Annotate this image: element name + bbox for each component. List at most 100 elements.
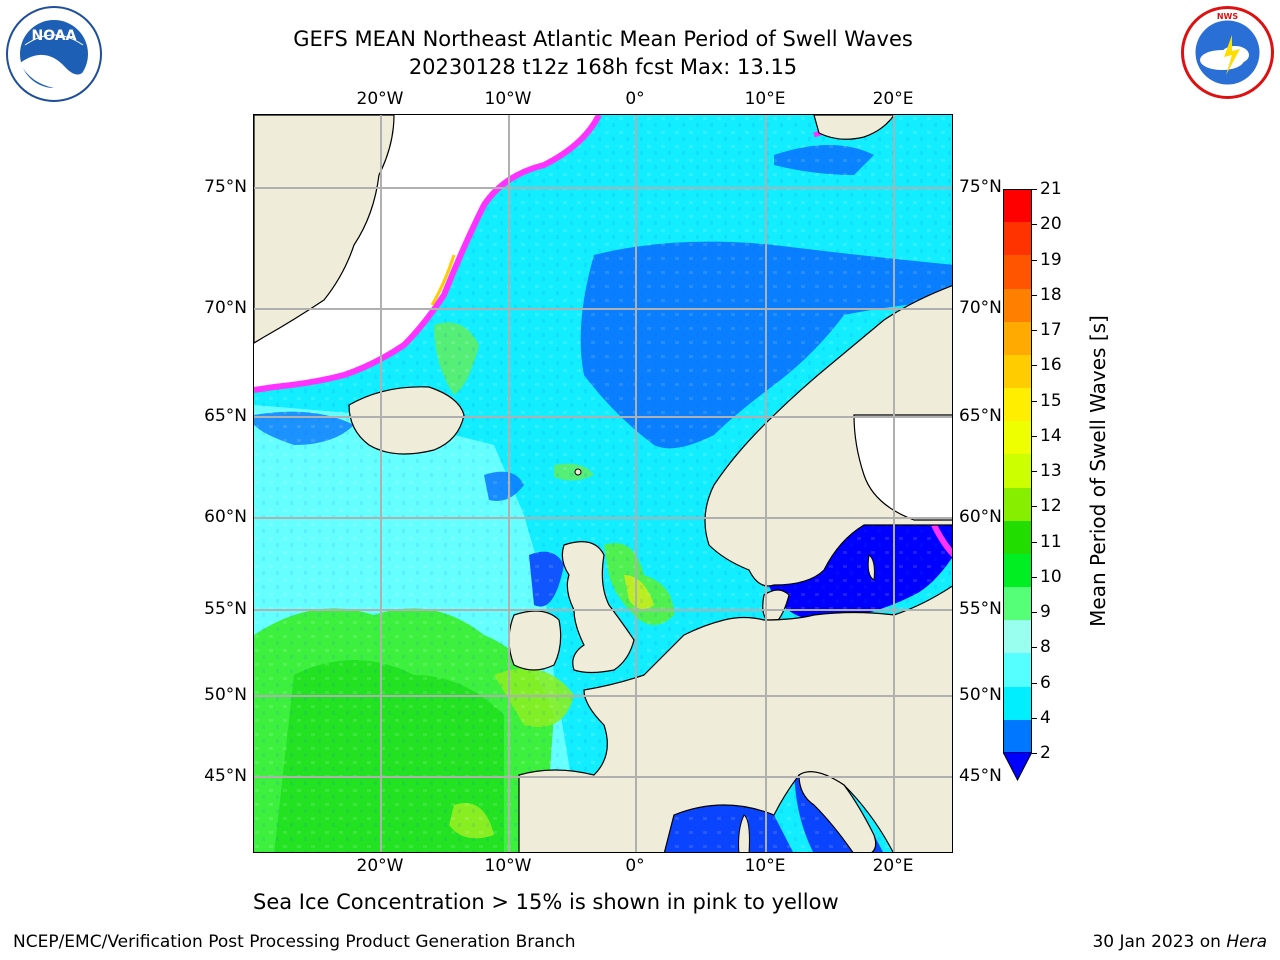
colorbar-tick-mark: [1032, 647, 1037, 649]
colorbar-tick-mark: [1032, 224, 1037, 226]
colorbar-tick-mark: [1032, 259, 1037, 261]
colorbar-tick-label: 14: [1040, 425, 1062, 446]
colorbar-tick-label: 9: [1040, 602, 1051, 622]
lon-label-top-20e: 20°E: [872, 89, 914, 109]
ireland-land: [508, 610, 562, 671]
lat-label-left-50n: 50°N: [204, 685, 247, 705]
colorbar-segment: [1003, 421, 1032, 455]
colorbar-segment: [1003, 487, 1032, 522]
iceland-land: [348, 386, 465, 455]
lat-label-right-65n: 65°N: [959, 406, 1002, 426]
colorbar-tick-label: 13: [1040, 461, 1062, 481]
svg-text:NOAA: NOAA: [32, 28, 77, 44]
lon-label-top-0: 0°: [625, 89, 645, 109]
colorbar-segment: [1003, 620, 1032, 655]
lon-label-bottom-0: 0°: [625, 856, 645, 876]
colorbar-tick-mark: [1032, 365, 1037, 367]
footer-date: 30 Jan 2023 on Hera: [1092, 932, 1267, 952]
colorbar-tick-mark: [1032, 682, 1037, 684]
lon-label-top-10w: 10°W: [484, 89, 532, 109]
colorbar-tick-mark: [1032, 400, 1037, 402]
colorbar-segment: [1003, 520, 1032, 555]
colorbar-tick-mark: [1032, 612, 1037, 613]
colorbar-tick-mark: [1032, 189, 1037, 190]
lat-label-left-70n: 70°N: [204, 298, 247, 318]
gulf-of-bothnia-ice: [854, 415, 952, 520]
lon-label-bottom-10w: 10°W: [484, 856, 532, 876]
colorbar: [1003, 189, 1032, 754]
footer-date-text: 30 Jan 2023 on: [1092, 932, 1227, 952]
colorbar-tick-label: 19: [1040, 249, 1062, 270]
colorbar-tick-mark: [1032, 294, 1037, 296]
footer-machine: Hera: [1226, 932, 1267, 952]
lat-label-left-55n: 55°N: [204, 599, 247, 619]
lat-label-left-45n: 45°N: [204, 766, 247, 786]
map-panel: [253, 114, 953, 853]
colorbar-tick-mark: [1032, 576, 1037, 578]
lat-label-right-60n: 60°N: [959, 507, 1002, 527]
colorbar-segment: [1003, 454, 1032, 489]
colorbar-segment: [1003, 553, 1032, 588]
colorbar-tick-label: 10: [1040, 566, 1062, 587]
colorbar-tick-label: 12: [1040, 496, 1062, 517]
colorbar-segment: [1003, 189, 1032, 223]
colorbar-tick-label: 21: [1040, 179, 1062, 199]
lon-label-bottom-20w: 20°W: [356, 856, 404, 876]
colorbar-tick-label: 11: [1040, 531, 1062, 552]
colorbar-tick-label: 20: [1040, 214, 1062, 235]
colorbar-segment: [1003, 255, 1032, 290]
denmark-land: [762, 589, 790, 626]
lat-label-left-65n: 65°N: [204, 406, 247, 426]
lon-label-top-20w: 20°W: [356, 89, 404, 109]
colorbar-tick-label: 2: [1040, 743, 1051, 763]
italy-land: [798, 771, 877, 852]
chart-subtitle: 20230128 t12z 168h fcst Max: 13.15: [408, 55, 798, 79]
great-britain-land: [561, 541, 635, 674]
colorbar-tick-mark: [1032, 330, 1037, 331]
colorbar-tick-mark: [1032, 506, 1037, 508]
colorbar-segment: [1003, 321, 1032, 356]
lon-label-bottom-10e: 10°E: [744, 856, 786, 876]
lat-label-right-55n: 55°N: [959, 599, 1002, 619]
colorbar-segment: [1003, 222, 1032, 256]
noaa-logo: NOAA: [5, 5, 103, 103]
map-canvas: [254, 115, 952, 852]
colorbar-tick-mark: [1032, 541, 1037, 543]
lat-label-right-45n: 45°N: [959, 766, 1002, 786]
colorbar-segment: [1003, 388, 1032, 422]
colorbar-segment: [1003, 288, 1032, 323]
lon-label-bottom-20e: 20°E: [872, 856, 914, 876]
colorbar-tick-label: 16: [1040, 355, 1062, 376]
lat-label-left-75n: 75°N: [204, 177, 247, 197]
colorbar-frame: [1003, 189, 1032, 753]
colorbar-tick-mark: [1032, 717, 1037, 719]
lon-label-top-10e: 10°E: [744, 89, 786, 109]
colorbar-tick-label: 15: [1040, 390, 1062, 411]
colorbar-label: Mean Period of Swell Waves [s]: [1086, 315, 1110, 627]
graticule: [254, 115, 952, 852]
colorbar-tick-label: 4: [1040, 707, 1051, 728]
colorbar-segment: [1003, 686, 1032, 721]
greenland-land: [254, 115, 395, 344]
sea-ice-caption: Sea Ice Concentration > 15% is shown in …: [253, 890, 839, 914]
ice-edge-greenland: [254, 115, 602, 393]
colorbar-extend-arrow: [1003, 752, 1032, 782]
colorbar-tick-label: 8: [1040, 637, 1051, 658]
lat-label-right-75n: 75°N: [959, 177, 1002, 197]
colorbar-segment: [1003, 653, 1032, 688]
lat-label-right-70n: 70°N: [959, 298, 1002, 318]
lat-label-left-60n: 60°N: [204, 507, 247, 527]
chart-title: GEFS MEAN Northeast Atlantic Mean Period…: [293, 27, 913, 51]
colorbar-tick-mark: [1032, 471, 1037, 472]
colorbar-tick-label: 6: [1040, 672, 1051, 693]
colorbar-segment: [1003, 719, 1032, 754]
colorbar-tick-mark: [1032, 435, 1037, 437]
svalbard-land: [813, 115, 895, 140]
colorbar-tick-label: 18: [1040, 284, 1062, 305]
colorbar-segment: [1003, 354, 1032, 389]
colorbar-tick-label: 17: [1040, 320, 1062, 340]
colorbar-tick-mark: [1032, 753, 1037, 754]
colorbar-segment: [1003, 587, 1032, 621]
svg-text:NWS: NWS: [1217, 12, 1239, 21]
nws-logo: NWS: [1180, 5, 1275, 100]
